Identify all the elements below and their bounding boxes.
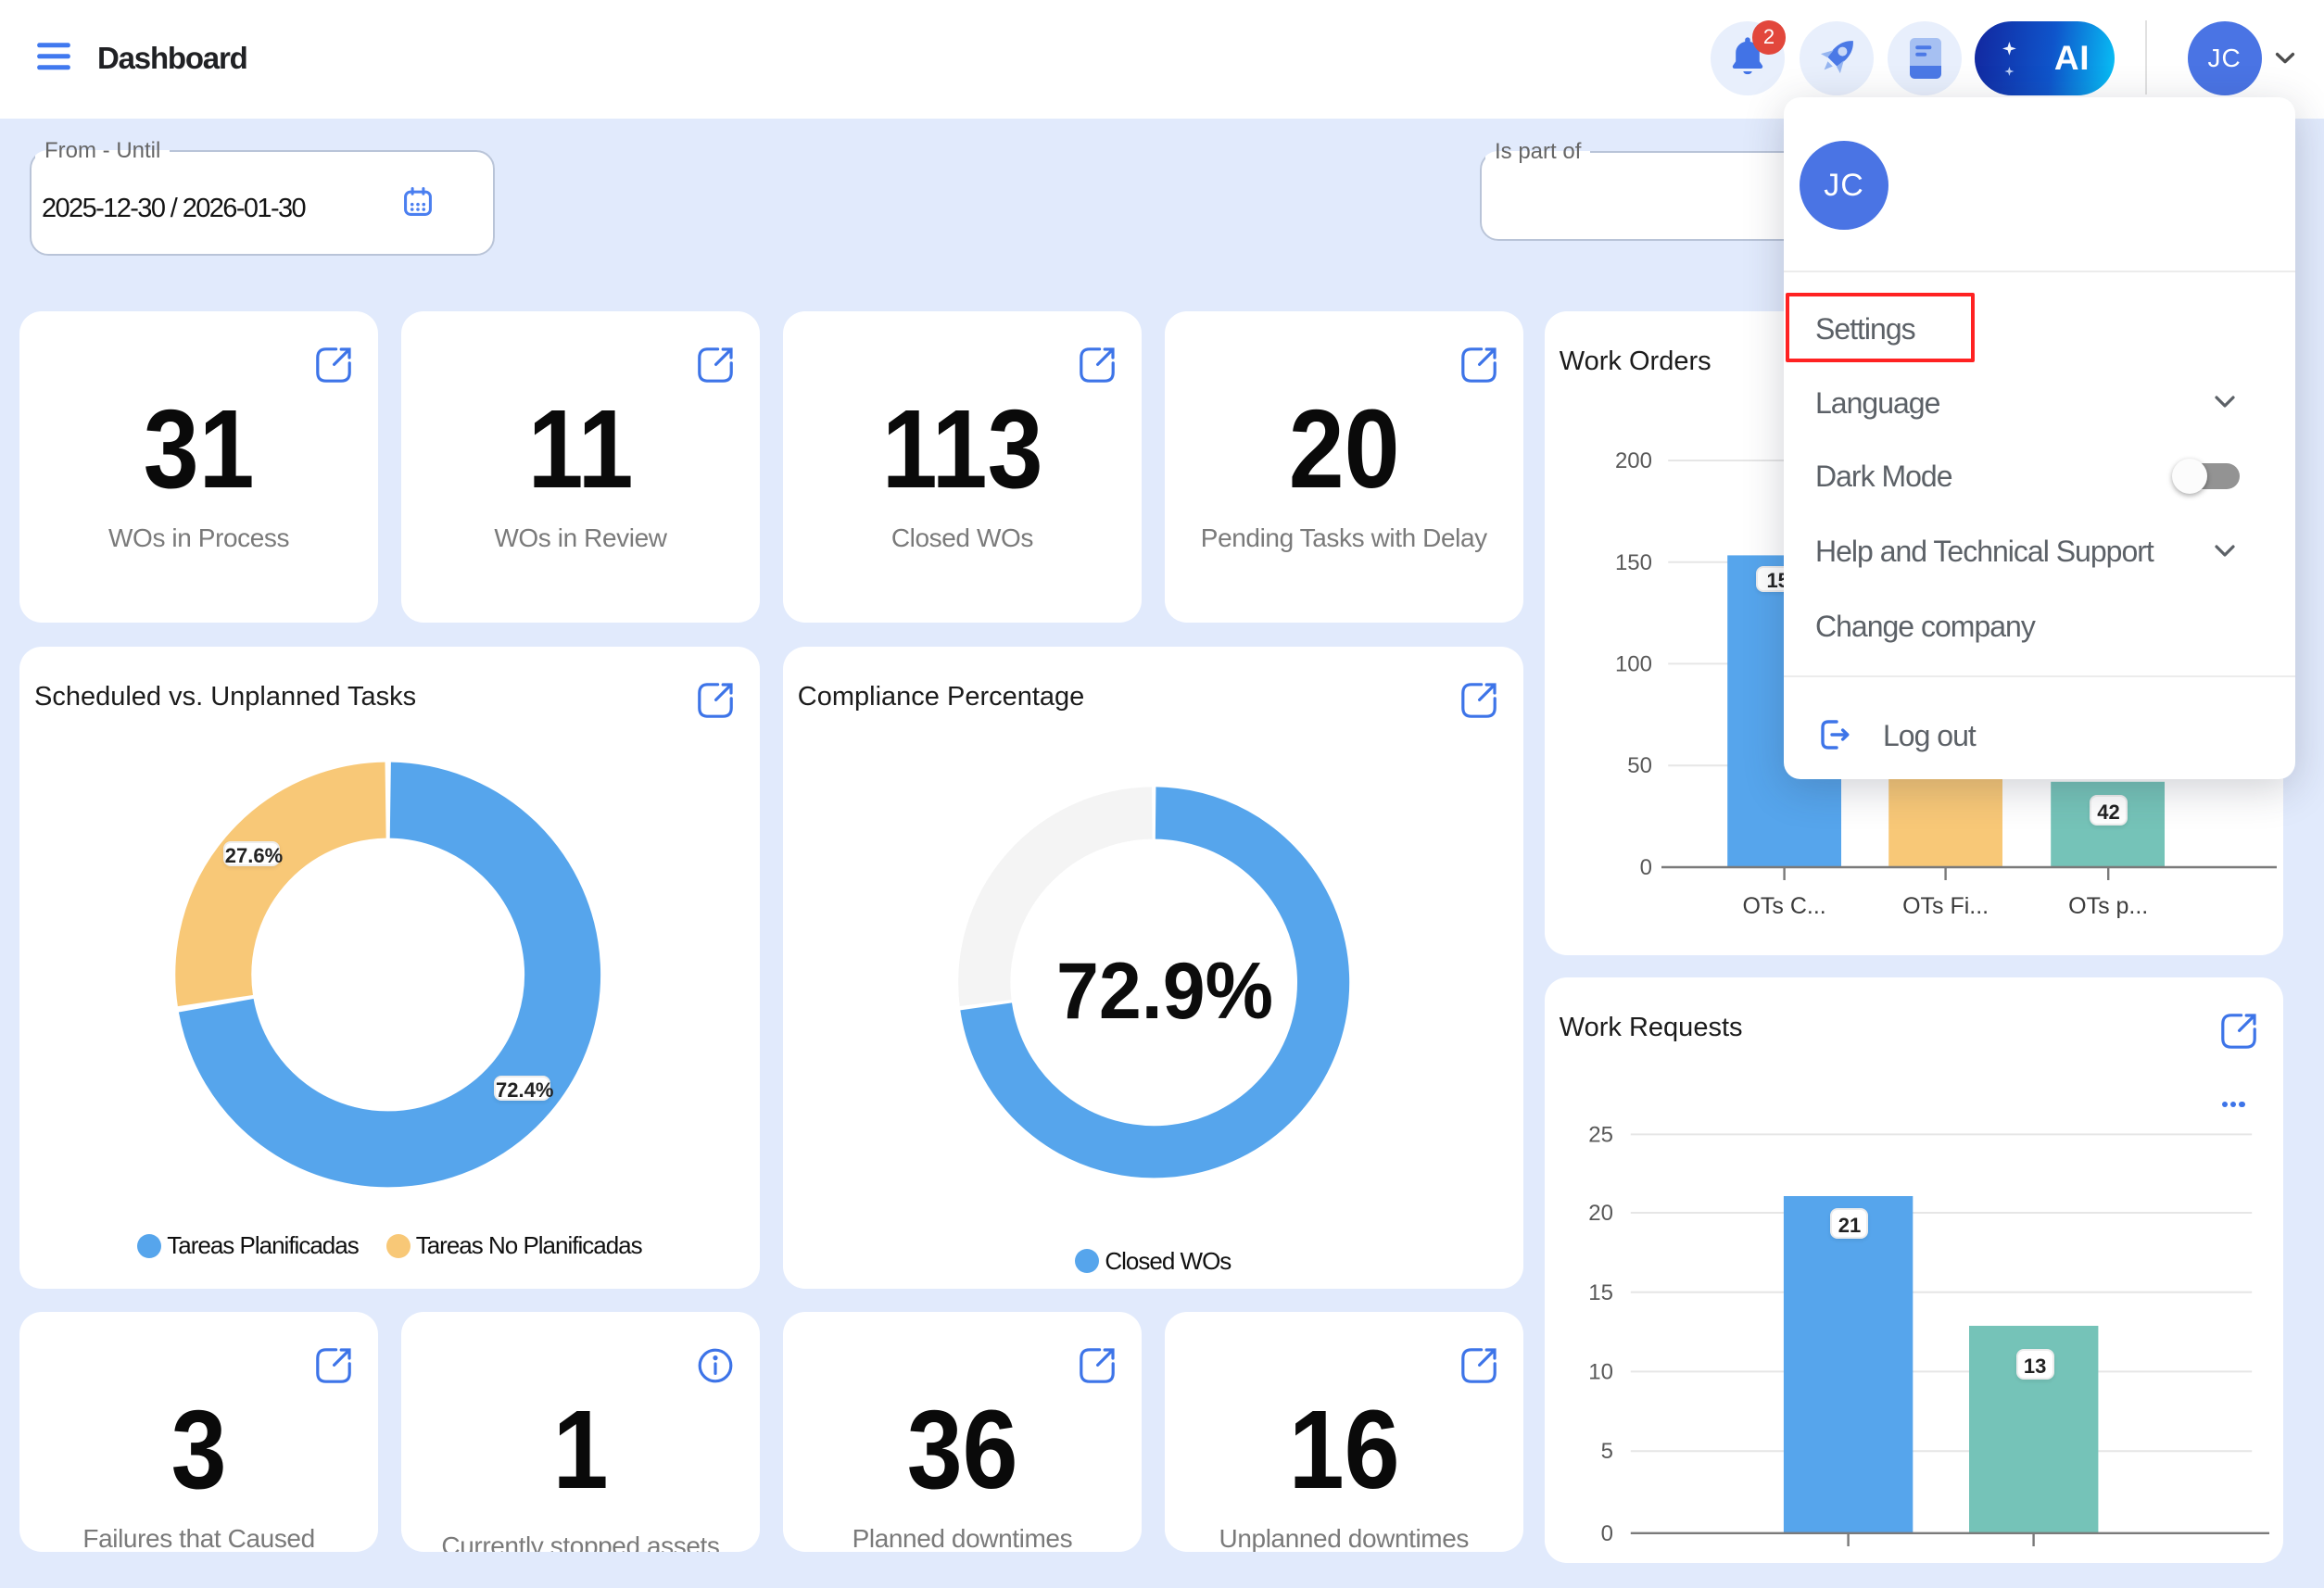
svg-text:200: 200 (1615, 448, 1652, 473)
svg-text:150: 150 (1615, 550, 1652, 575)
svg-text:0: 0 (1600, 1521, 1612, 1546)
svg-text:15: 15 (1588, 1280, 1613, 1305)
svg-text:OTs Fi...: OTs Fi... (1902, 893, 1989, 919)
svg-text:10: 10 (1588, 1359, 1613, 1384)
svg-text:OTs p...: OTs p... (2068, 893, 2148, 919)
svg-text:0: 0 (1639, 855, 1651, 880)
svg-text:20: 20 (1588, 1201, 1613, 1226)
svg-text:OTs C...: OTs C... (1742, 893, 1825, 919)
svg-text:72.9%: 72.9% (1056, 947, 1273, 1036)
svg-text:5: 5 (1600, 1439, 1612, 1464)
svg-text:50: 50 (1627, 753, 1652, 778)
svg-text:100: 100 (1615, 651, 1652, 676)
svg-text:25: 25 (1588, 1122, 1613, 1147)
